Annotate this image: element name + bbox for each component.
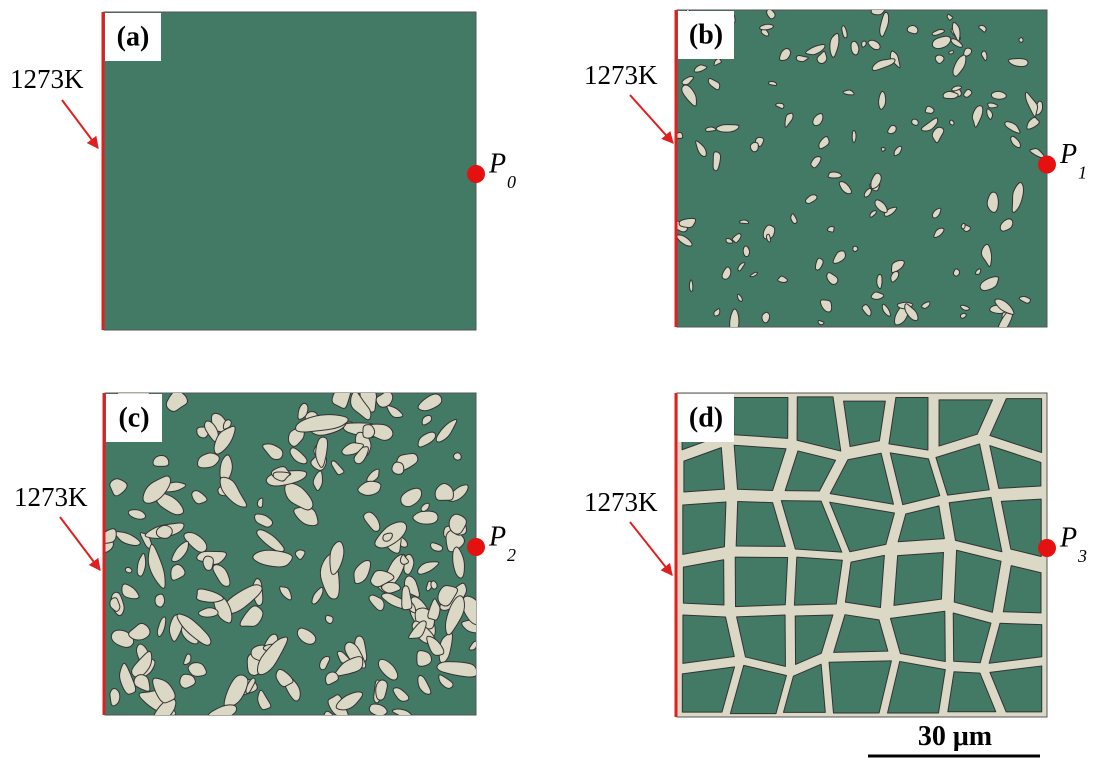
temperature-label: 1273K <box>584 487 658 517</box>
probe-subscript: 3 <box>1077 546 1087 566</box>
probe-point <box>1038 156 1056 174</box>
probe-point <box>467 165 485 183</box>
panel-label: (d) <box>689 402 723 433</box>
probe-label: P <box>1059 139 1077 170</box>
panel: (c) 1273K P2 <box>14 385 516 731</box>
panel: (b) 1273K P1 <box>584 8 1087 336</box>
temperature-arrow <box>630 95 673 143</box>
scale-bar-label: 30 μm <box>918 721 992 752</box>
probe-subscript: 1 <box>1078 163 1087 183</box>
probe-label: P <box>488 148 506 179</box>
panel: (a) 1273K P0 <box>10 12 516 330</box>
probe-point <box>1038 539 1056 557</box>
panel-label: (b) <box>689 19 723 50</box>
temperature-label: 1273K <box>584 60 658 90</box>
figure: 30 μm (a)1273KP0(b)1273KP1(c)1273KP2(d)1… <box>0 0 1098 761</box>
panel-label: (a) <box>117 21 150 52</box>
probe-subscript: 2 <box>507 545 516 565</box>
temperature-label: 1273K <box>10 64 84 94</box>
probe-label: P <box>488 521 506 552</box>
panel: (d) 1273K P3 <box>584 393 1087 717</box>
probe-subscript: 0 <box>507 172 516 192</box>
temperature-arrow <box>62 100 98 148</box>
panel-label: (c) <box>118 402 149 433</box>
probe-label: P <box>1059 522 1077 553</box>
temperature-arrow <box>630 522 672 575</box>
temperature-arrow <box>60 517 100 570</box>
probe-point <box>467 538 485 556</box>
temperature-label: 1273K <box>14 482 88 512</box>
